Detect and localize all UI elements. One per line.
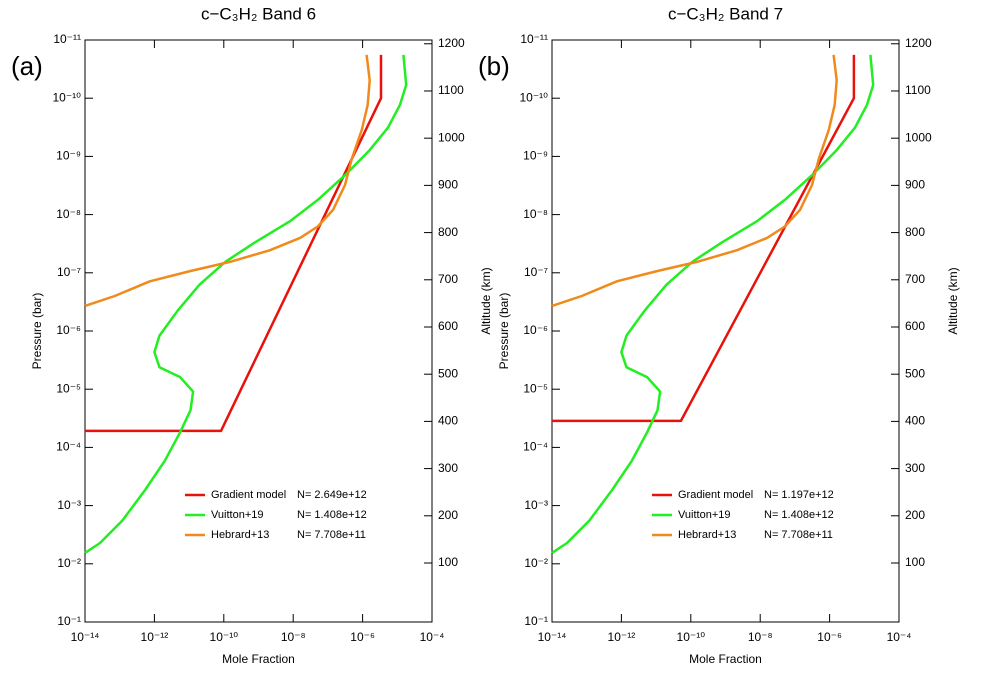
x-tick-label: 10⁻⁶ (817, 630, 842, 644)
y2-tick-label: 400 (438, 414, 458, 428)
y-tick-label: 10⁻¹¹ (53, 32, 81, 46)
series-line (551, 54, 875, 554)
y2-tick-label: 100 (438, 555, 458, 569)
legend-column: N= 1.197e+12 (764, 489, 834, 501)
series-line (85, 54, 383, 433)
y-tick-label: 10⁻⁴ (523, 440, 548, 454)
x-tick-label: 10⁻¹² (141, 630, 169, 644)
y-tick-label: 10⁻¹⁰ (53, 90, 82, 104)
legend-column: N= 1.408e+12 (764, 509, 834, 521)
x-tick-label: 10⁻⁴ (887, 630, 912, 644)
legend-label: Vuitton+19 (678, 509, 731, 521)
y-tick-label: 10⁻³ (524, 498, 548, 512)
y2-tick-label: 200 (905, 508, 925, 522)
x-tick-label: 10⁻⁸ (748, 630, 773, 644)
y-tick-label: 10⁻⁹ (56, 149, 81, 163)
chart-title: c−C₃H₂ Band 7 (668, 4, 783, 23)
y-tick-label: 10⁻⁶ (523, 323, 548, 337)
panel-label: (a) (11, 51, 43, 81)
series-line (551, 54, 838, 308)
series-line (84, 54, 408, 554)
y-tick-label: 10⁻¹⁰ (520, 90, 549, 104)
y-tick-label: 10⁻¹ (524, 614, 548, 628)
x-tick-label: 10⁻⁶ (350, 630, 375, 644)
y-tick-label: 10⁻⁴ (56, 440, 81, 454)
y2-tick-label: 600 (905, 319, 925, 333)
y2-tick-label: 300 (438, 461, 458, 475)
y-tick-label: 10⁻⁸ (523, 207, 548, 221)
legend-column: N= 7.708e+11 (297, 529, 366, 541)
y2-tick-label: 600 (438, 319, 458, 333)
y2-tick-label: 900 (438, 178, 458, 192)
x-tick-label: 10⁻⁸ (281, 630, 306, 644)
y2-tick-label: 1200 (438, 36, 465, 50)
legend-label: Vuitton+19 (211, 509, 264, 521)
y-tick-label: 10⁻³ (57, 498, 81, 512)
y2-tick-label: 1200 (905, 36, 932, 50)
y2-tick-label: 500 (438, 366, 458, 380)
legend-label: Hebrard+13 (678, 529, 736, 541)
y2-tick-label: 1100 (438, 83, 464, 97)
y-tick-label: 10⁻² (57, 556, 81, 570)
y2-axis-label: Altitude (km) (479, 267, 493, 334)
series-line (552, 54, 856, 423)
x-tick-label: 10⁻¹⁴ (538, 630, 567, 644)
y-axis-label: Pressure (bar) (30, 293, 44, 370)
legend-column: N= 7.708e+11 (764, 529, 833, 541)
y2-axis-label: Altitude (km) (946, 267, 960, 334)
y2-tick-label: 1100 (905, 83, 931, 97)
legend-column: N= 1.408e+12 (297, 509, 367, 521)
y2-tick-label: 100 (905, 555, 925, 569)
y-tick-label: 10⁻⁸ (56, 207, 81, 221)
legend-label: Hebrard+13 (211, 529, 269, 541)
x-tick-label: 10⁻¹² (608, 630, 636, 644)
y-tick-label: 10⁻⁷ (57, 265, 81, 279)
y-tick-label: 10⁻⁷ (524, 265, 548, 279)
y2-tick-label: 400 (905, 414, 925, 428)
y2-tick-label: 200 (438, 508, 458, 522)
series-line (84, 54, 371, 308)
y-tick-label: 10⁻⁹ (523, 149, 548, 163)
x-axis-label: Mole Fraction (222, 652, 295, 666)
legend-column: N= 2.649e+12 (297, 489, 367, 501)
x-tick-label: 10⁻¹⁰ (677, 630, 706, 644)
y-tick-label: 10⁻¹¹ (520, 32, 548, 46)
x-tick-label: 10⁻¹⁴ (71, 630, 100, 644)
panel-label: (b) (478, 51, 510, 81)
x-tick-label: 10⁻¹⁰ (210, 630, 239, 644)
x-tick-label: 10⁻⁴ (420, 630, 445, 644)
y2-tick-label: 800 (905, 225, 925, 239)
y-axis-label: Pressure (bar) (497, 293, 511, 370)
legend-label: Gradient model (678, 489, 753, 501)
y2-tick-label: 300 (905, 461, 925, 475)
y2-tick-label: 700 (438, 272, 458, 286)
y-tick-label: 10⁻⁶ (56, 323, 81, 337)
y2-tick-label: 1000 (905, 130, 932, 144)
y-tick-label: 10⁻¹ (57, 614, 81, 628)
x-axis-label: Mole Fraction (689, 652, 762, 666)
y2-tick-label: 1000 (438, 130, 465, 144)
y2-tick-label: 500 (905, 366, 925, 380)
y-tick-label: 10⁻² (524, 556, 548, 570)
y-tick-label: 10⁻⁵ (523, 381, 548, 395)
chart-title: c−C₃H₂ Band 6 (201, 4, 316, 23)
y2-tick-label: 800 (438, 225, 458, 239)
legend-label: Gradient model (211, 489, 286, 501)
y-tick-label: 10⁻⁵ (56, 381, 81, 395)
y2-tick-label: 900 (905, 178, 925, 192)
y2-tick-label: 700 (905, 272, 925, 286)
